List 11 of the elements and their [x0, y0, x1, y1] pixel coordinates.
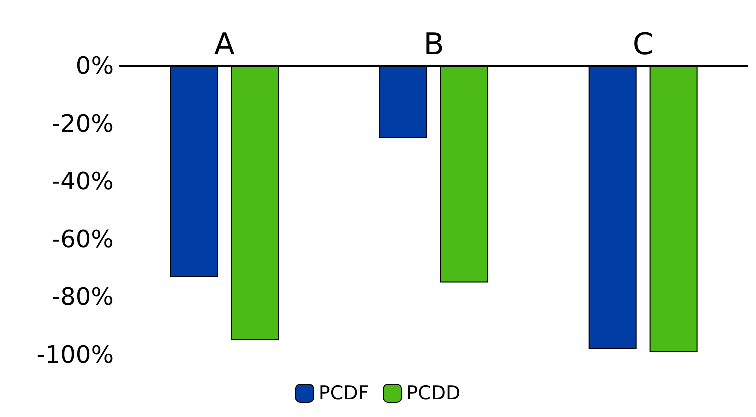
- y-tick-label: -20%: [52, 110, 114, 138]
- legend-label: PCDF: [318, 382, 370, 404]
- x-tick-label: B: [424, 28, 444, 62]
- x-tick-label: A: [214, 28, 236, 62]
- y-tick-label: -60%: [52, 225, 114, 254]
- y-tick-label: -100%: [36, 341, 114, 369]
- y-tick-label: -40%: [52, 168, 114, 196]
- x-tick-label: C: [632, 28, 654, 62]
- y-tick-label: -80%: [52, 283, 114, 312]
- legend-label: PCDD: [406, 382, 461, 404]
- y-tick-label: 0%: [76, 52, 114, 80]
